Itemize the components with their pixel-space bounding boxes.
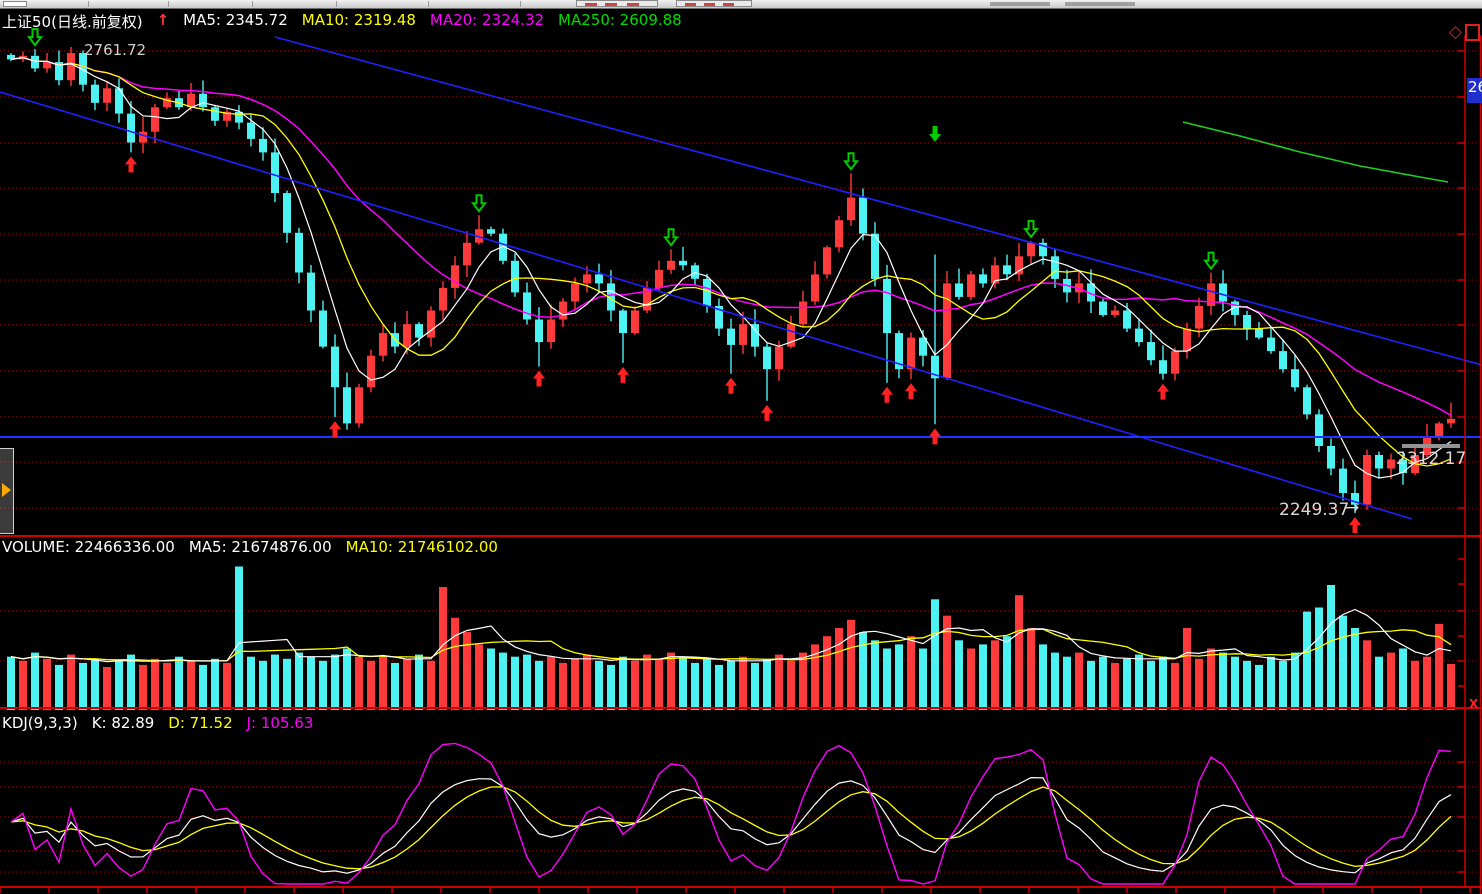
volume-ma10-value-label: MA10: 21746102.00: [345, 538, 498, 556]
ma250-value-label: MA250: 2609.88: [558, 11, 682, 29]
ma10-value-label: MA10: 2319.48: [301, 11, 416, 29]
kdj-d-value-label: D: 71.52: [168, 714, 233, 732]
top-toolbar[interactable]: [0, 0, 1482, 9]
kdj-title-label: KDJ(9,3,3): [2, 714, 78, 732]
main-chart-header: 上证50(日线.前复权) ↑ MA5: 2345.72 MA10: 2319.48 MA…: [2, 11, 682, 32]
toolbar-separator: [336, 1, 337, 7]
toolbar-text-fragment: [1065, 2, 1135, 6]
volume-header: VOLUME: 22466336.00 MA5: 21674876.00 MA10:…: [2, 538, 498, 556]
toolbar-separator: [168, 1, 169, 7]
ma5-value-label: MA5: 2345.72: [183, 11, 288, 29]
toolbar-button-2[interactable]: [676, 0, 752, 7]
recent-price-annotation: 2312.17: [1396, 449, 1467, 469]
low-price-annotation: 2249.37: [1279, 500, 1350, 520]
kdj-k-value-label: K: 82.89: [91, 714, 155, 732]
peak-price-annotation: 2761.72: [84, 41, 147, 59]
sidebar-expand-tab[interactable]: [0, 448, 14, 534]
restore-window-icon[interactable]: [1465, 23, 1481, 41]
pane-close-icon[interactable]: X: [1469, 697, 1479, 711]
diamond-icon[interactable]: ◇: [1449, 22, 1463, 42]
volume-value-label: VOLUME: 22466336.00: [2, 538, 175, 556]
low-price-arrow-icon: →: [1345, 498, 1360, 518]
kdj-header: KDJ(9,3,3) K: 82.89 D: 71.52 J: 105.63: [2, 714, 313, 732]
ma20-value-label: MA20: 2324.32: [429, 11, 545, 29]
toolbar-separator: [428, 1, 429, 7]
toolbar-separator: [520, 1, 521, 7]
instrument-title: 上证50(日线.前复权): [2, 13, 143, 31]
toolbar-separator: [252, 1, 253, 7]
buy-signal-icon: ↑: [156, 11, 170, 29]
volume-ma5-value-label: MA5: 21674876.00: [188, 538, 332, 556]
window-controls: ◇: [1449, 22, 1481, 42]
expand-arrow-icon: [2, 483, 11, 497]
right-axis-price-label: 26: [1467, 78, 1482, 103]
recent-price-line: [1402, 444, 1460, 448]
toolbar-text-fragment: [990, 2, 1050, 6]
toolbar-separator: [88, 1, 89, 7]
toolbar-input-box[interactable]: [3, 1, 27, 7]
toolbar-button-1[interactable]: [576, 0, 658, 7]
kdj-j-value-label: J: 105.63: [246, 714, 314, 732]
